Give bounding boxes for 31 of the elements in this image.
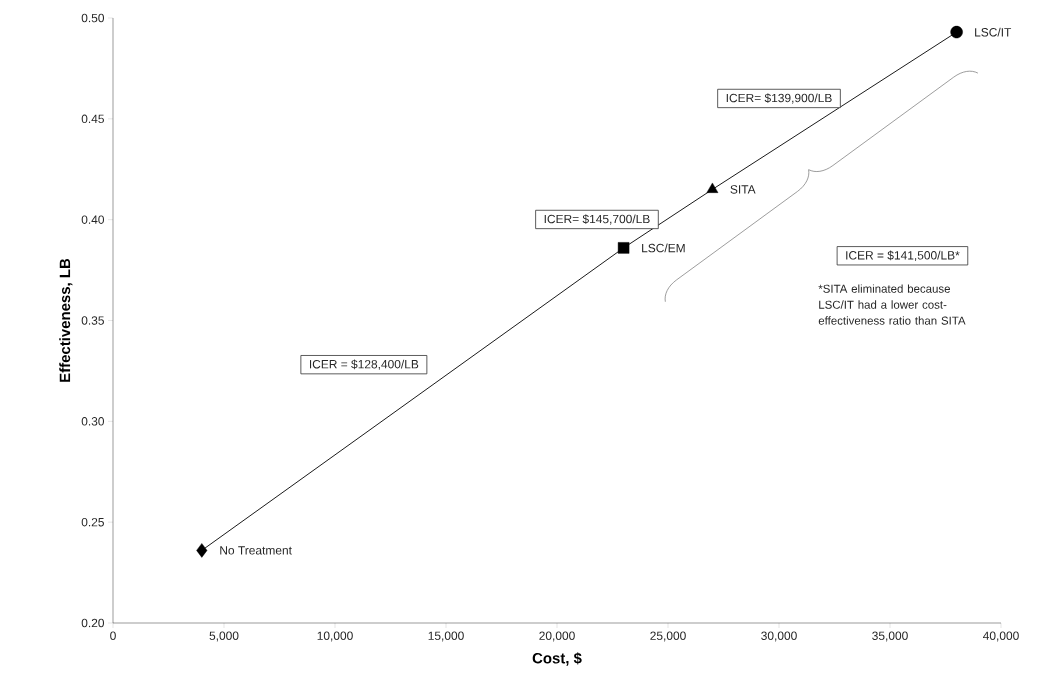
- y-tick-label: 0.45: [81, 114, 104, 124]
- series-label: LSC/EM: [642, 243, 685, 253]
- annotation: ICER= $145,700/LB: [544, 214, 650, 225]
- annotation: ICER = $128,400/LB: [309, 359, 419, 370]
- annotation: ICER = $141,500/LB*: [846, 250, 960, 261]
- x-tick-label: 0: [110, 631, 116, 640]
- y-tick-label: 0.25: [81, 517, 104, 527]
- x-tick-label: 35,000: [872, 631, 908, 642]
- x-tick-label: 30,000: [761, 631, 797, 642]
- x-tick-label: 40,000: [983, 631, 1019, 642]
- x-axis-title: Cost, $: [532, 652, 582, 666]
- x-tick-label: 5,000: [209, 631, 239, 642]
- annotation: ICER= $139,900/LB: [726, 93, 832, 104]
- x-tick-label: 20,000: [539, 631, 575, 642]
- series-label: SITA: [730, 185, 756, 194]
- x-tick-label: 10,000: [317, 631, 353, 642]
- series-label: LSC/IT: [975, 27, 1012, 37]
- point: [196, 543, 208, 558]
- y-tick-label: 0.35: [81, 316, 104, 325]
- x-tick-label: 25,000: [650, 631, 686, 642]
- y-tick-label: 0.30: [81, 417, 105, 426]
- y-tick-label: 0.40: [81, 215, 105, 224]
- point: [617, 242, 630, 254]
- y-axis-title: Effectiveness, LB: [59, 258, 73, 382]
- x-tick-label: 15,000: [428, 631, 464, 642]
- annotation: *SITA eliminated because LSC/IT had a lower cost-effectiveness ratio than SITA: [818, 284, 966, 325]
- point: [706, 182, 719, 193]
- series-label: No Treatment: [220, 546, 292, 555]
- y-tick-label: 0.50: [81, 13, 105, 23]
- point: [950, 25, 963, 39]
- y-tick-label: 0.20: [81, 618, 105, 628]
